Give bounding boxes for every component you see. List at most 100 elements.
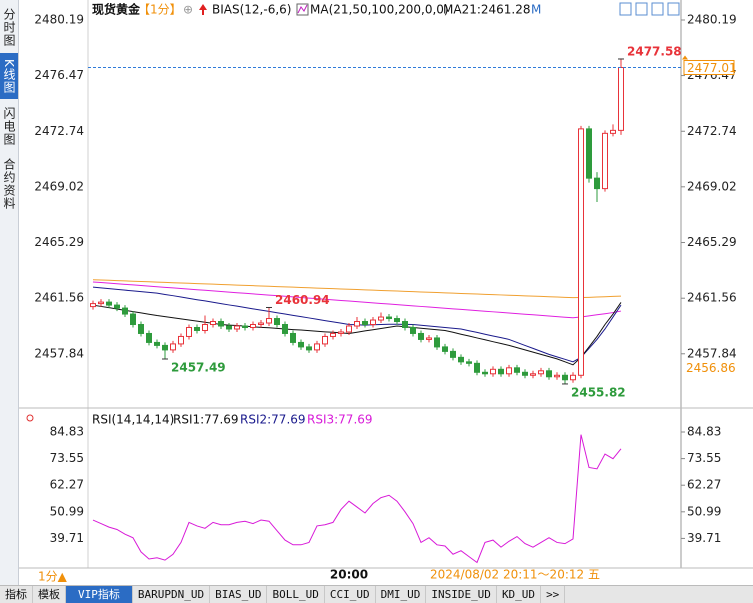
sidebar: 分时图 K线图 闪电图 合约资料 bbox=[0, 0, 19, 585]
tool-icon[interactable] bbox=[667, 2, 680, 16]
candle-body bbox=[426, 337, 432, 340]
candle-body bbox=[554, 374, 560, 378]
candle-body bbox=[514, 367, 520, 373]
tab-active[interactable]: VIP指标 bbox=[66, 586, 133, 603]
sidebar-tab-active[interactable]: K线图 bbox=[0, 53, 18, 99]
bias-label: BIAS(12,-6,6) bbox=[212, 3, 291, 17]
candle-body bbox=[242, 325, 248, 328]
y-tick-label-right: 2469.02 bbox=[687, 179, 737, 193]
rsi-title: RSI(14,14,14) bbox=[92, 413, 174, 427]
x-tick-label: 20:00 bbox=[330, 568, 368, 582]
candle-body bbox=[530, 373, 536, 376]
price-marker: 2456.86 bbox=[686, 361, 736, 375]
y-tick-label-left: 84.83 bbox=[50, 425, 84, 439]
last-price-label: 2477.01 bbox=[687, 61, 737, 75]
sidebar-tab[interactable]: 合约资料 bbox=[2, 158, 16, 210]
candle-body bbox=[338, 331, 344, 334]
candle-body bbox=[306, 346, 312, 351]
sidebar-tab[interactable]: 分时图 bbox=[2, 7, 16, 47]
tab[interactable]: BARUPDN_UD bbox=[133, 586, 211, 603]
candle-body bbox=[378, 316, 384, 321]
symbol: 现货黄金 bbox=[92, 2, 141, 17]
y-tick-label-left: 50.99 bbox=[50, 504, 84, 518]
tab[interactable]: >> bbox=[541, 586, 566, 603]
indicator-tabs: 指标 模板 VIP指标 BARUPDN_UD BIAS_UD BOLL_UD C… bbox=[0, 585, 753, 603]
y-tick-label-left: 62.27 bbox=[50, 478, 84, 492]
candle-body bbox=[322, 335, 328, 345]
candle-body bbox=[458, 356, 464, 363]
y-tick-label-right: 2472.74 bbox=[687, 124, 737, 138]
y-tick-label-left: 2461.56 bbox=[34, 291, 84, 305]
tab[interactable]: DMI_UD bbox=[376, 586, 427, 603]
chart-canvas: 现货黄金 【1分】 ⊕ BIAS(12,-6,6) MA(21,50,100,2… bbox=[18, 0, 753, 584]
tab[interactable]: BOLL_UD bbox=[267, 586, 325, 603]
tool-icon[interactable] bbox=[635, 2, 648, 16]
tab[interactable]: INSIDE_UD bbox=[426, 586, 497, 603]
add-icon[interactable]: ⊕ bbox=[183, 3, 193, 17]
last-price-arrow bbox=[682, 55, 688, 60]
mode-label[interactable]: M bbox=[531, 3, 541, 17]
y-tick-label-left: 73.55 bbox=[50, 451, 84, 465]
candle-body bbox=[298, 341, 304, 348]
footer-period[interactable]: 1分▲ bbox=[38, 570, 68, 584]
candle-body bbox=[266, 318, 272, 324]
tool-icon[interactable] bbox=[619, 2, 632, 16]
tab[interactable]: CCI_UD bbox=[325, 586, 376, 603]
ma-line bbox=[92, 279, 622, 299]
candle-body bbox=[234, 325, 240, 330]
sidebar-tab[interactable]: 闪电图 bbox=[2, 106, 16, 146]
candle-body bbox=[346, 325, 352, 333]
candle-body bbox=[218, 321, 224, 327]
ma-label: MA(21,50,100,200,0,0) bbox=[310, 3, 449, 17]
y-tick-label-left: 2472.74 bbox=[34, 124, 84, 138]
candle-body bbox=[170, 343, 176, 351]
candle-body bbox=[482, 371, 488, 375]
candle-body bbox=[90, 303, 96, 308]
candle-body bbox=[538, 370, 544, 375]
ma-line bbox=[92, 281, 622, 319]
y-tick-label-right: 50.99 bbox=[687, 504, 721, 518]
y-tick-label-right: 62.27 bbox=[687, 478, 721, 492]
candle-body bbox=[362, 321, 368, 326]
candle-body bbox=[570, 374, 576, 381]
candle-body bbox=[522, 371, 528, 376]
tool-icon[interactable] bbox=[651, 2, 664, 16]
rsi-icon[interactable] bbox=[26, 414, 34, 422]
ma-line bbox=[92, 302, 622, 366]
last-price-box bbox=[683, 59, 735, 75]
candle-body bbox=[258, 322, 264, 326]
toolbar-icons bbox=[619, 2, 680, 16]
rsi3-label: RSI3:77.69 bbox=[307, 413, 373, 427]
candle-body bbox=[250, 324, 256, 328]
candle-body bbox=[98, 301, 104, 305]
candle-body bbox=[290, 332, 296, 343]
extreme-label: 2460.94 bbox=[275, 293, 330, 307]
tab[interactable]: KD_UD bbox=[497, 586, 542, 603]
candle-body bbox=[602, 132, 608, 190]
y-tick-label-left: 2476.47 bbox=[34, 68, 84, 82]
candle-body bbox=[154, 341, 160, 346]
candle-body bbox=[450, 350, 456, 358]
extreme-label: 2455.82 bbox=[571, 385, 626, 399]
extreme-label: 2477.58 bbox=[627, 44, 682, 58]
y-tick-label-left: 2465.29 bbox=[34, 235, 84, 249]
candle-body bbox=[442, 346, 448, 352]
candle-body bbox=[114, 304, 120, 309]
y-tick-label-right: 84.83 bbox=[687, 425, 721, 439]
candle-body bbox=[370, 319, 376, 326]
candle-body bbox=[586, 128, 592, 179]
candle-body bbox=[434, 337, 440, 348]
ma-icon-line bbox=[297, 4, 308, 14]
tab[interactable]: 指标 bbox=[0, 586, 33, 603]
rsi2-label: RSI2:77.69 bbox=[240, 413, 306, 427]
tab[interactable]: BIAS_UD bbox=[210, 586, 268, 603]
candle-body bbox=[474, 362, 480, 373]
tab[interactable]: 模板 bbox=[33, 586, 66, 603]
candle-body bbox=[314, 343, 320, 351]
candle-body bbox=[618, 66, 624, 131]
candle-body bbox=[106, 301, 112, 306]
y-tick-label-right: 39.71 bbox=[687, 531, 721, 545]
rsi-line bbox=[92, 434, 622, 564]
y-tick-label-left: 39.71 bbox=[50, 531, 84, 545]
